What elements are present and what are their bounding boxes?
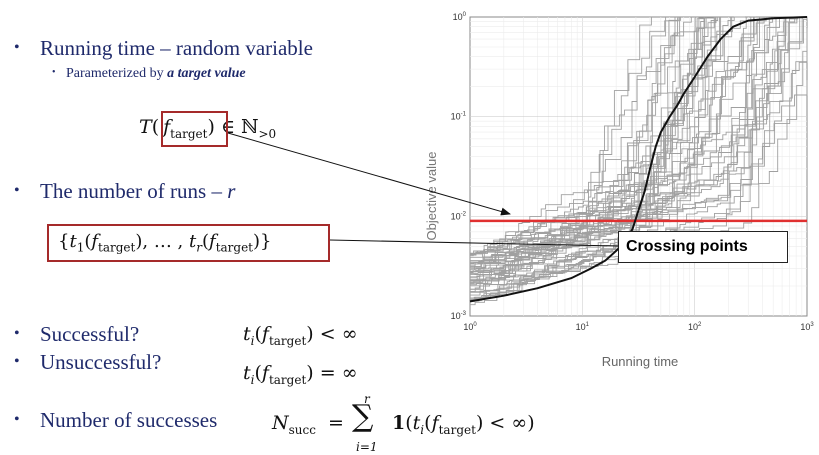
run-set-box [47, 224, 330, 262]
bullet-running-time: • Running time – random variable [14, 36, 313, 60]
x-tick-labels: 100 101 102 103 [463, 322, 814, 332]
y-tick-label: 10-3 [451, 311, 467, 321]
bullet-dot: • [14, 411, 20, 428]
formula-run-set: {t1(ftarget), … , tr(ftarget)} [58, 231, 272, 255]
bullet-number-of-runs: • The number of runs – r [14, 179, 236, 203]
bullet-dot: • [52, 67, 56, 78]
bullet-unsuccessful: • Unsuccessful? [14, 350, 162, 374]
run-curve [470, 17, 705, 273]
run-curves [470, 16, 808, 306]
run-curve [470, 17, 808, 264]
run-curve [470, 17, 777, 258]
formula-unsuccessful: ti(ftarget) = ∞ [243, 362, 358, 387]
arrow-to-crossing-points [329, 239, 619, 247]
y-tick-label: 100 [453, 12, 467, 22]
median-curve [469, 16, 808, 303]
run-curve [470, 17, 733, 273]
x-tick-label: 103 [800, 322, 814, 332]
arrow-to-target-line [227, 132, 511, 216]
bullet-dot: • [14, 39, 20, 56]
y-tick-label: 10-1 [451, 112, 467, 122]
bullet-dot: • [14, 182, 20, 199]
x-tick-label: 102 [688, 322, 702, 332]
target-highlight-box [161, 111, 228, 147]
x-tick-label: 101 [576, 322, 590, 332]
run-curve [470, 17, 803, 255]
y-axis-label: Objective value [424, 152, 439, 241]
sub-bullet-target-value: • Parameterized by a target value [52, 66, 246, 81]
bullet-number-of-successes: • Number of successes [14, 408, 218, 432]
run-curve [470, 17, 667, 274]
sum-symbol: ∑ [352, 399, 374, 434]
y-tick-label: 10-2 [451, 211, 467, 221]
run-curve [470, 17, 682, 262]
bullet-dot: • [14, 325, 20, 342]
run-curve [470, 17, 780, 290]
run-curve [470, 28, 808, 301]
run-curve [470, 17, 754, 300]
run-curve [470, 17, 706, 254]
run-curve [470, 17, 722, 301]
run-curve [470, 17, 719, 286]
bullet-successful: • Successful? [14, 322, 140, 346]
formula-running-time: T(ftarget) ∈ ℕ>0 [139, 116, 277, 141]
target-value-emphasis: a target value [167, 66, 246, 81]
run-curve [470, 17, 681, 262]
y-tick-labels: 10-3 10-2 10-1 100 [451, 12, 467, 321]
formula-successful: ti(ftarget) < ∞ [243, 323, 358, 348]
x-tick-label: 100 [463, 322, 477, 332]
x-axis-label: Running time [602, 354, 679, 369]
crossing-points-callout: Crossing points [618, 231, 788, 263]
bullet-dot: • [14, 353, 20, 370]
